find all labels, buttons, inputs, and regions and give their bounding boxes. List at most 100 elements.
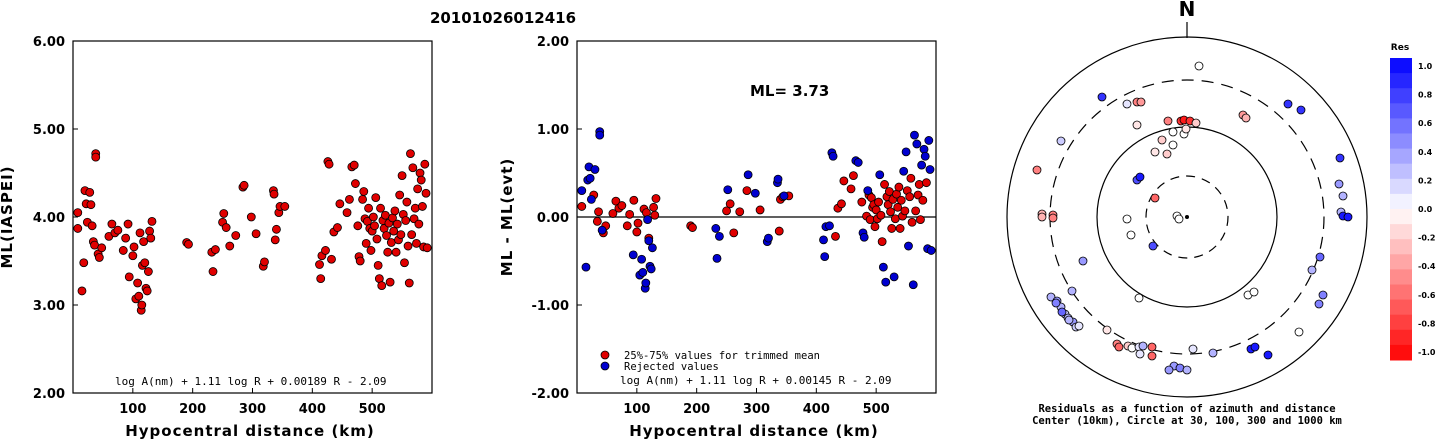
data-point <box>637 254 647 264</box>
data-point <box>94 253 104 262</box>
data-point <box>917 160 927 170</box>
data-point <box>260 257 269 267</box>
data-point <box>625 209 635 219</box>
data-point <box>342 208 352 218</box>
data-point <box>647 243 657 253</box>
colorbar-cell <box>1390 344 1412 361</box>
data-point <box>390 206 400 216</box>
data-point <box>389 226 399 236</box>
x-tick-label: 100 <box>623 402 650 417</box>
data-point <box>918 195 928 205</box>
data-point <box>924 136 934 145</box>
data-point <box>410 203 420 213</box>
data-point <box>376 203 385 213</box>
station-marker <box>1150 193 1160 203</box>
data-point <box>359 187 369 196</box>
data-point <box>825 221 834 231</box>
ring-1000km <box>1006 36 1368 398</box>
colorbar-cell <box>1390 118 1412 134</box>
colorbar-cell <box>1390 239 1412 255</box>
data-point <box>327 254 336 264</box>
station-marker <box>1318 290 1328 300</box>
station-marker <box>1078 256 1088 266</box>
station-marker <box>1057 307 1067 317</box>
data-point <box>876 210 886 220</box>
station-marker <box>1074 321 1084 331</box>
y-axis-label: ML - ML(evt) <box>498 158 516 276</box>
y-tick-label: 2.00 <box>537 35 569 50</box>
data-point <box>123 219 133 229</box>
data-point <box>893 202 903 212</box>
station-marker <box>1208 348 1218 358</box>
data-point <box>416 175 426 185</box>
y-tick-label: -1.00 <box>532 299 569 314</box>
colorbar-ticks: 1.0 0.8 0.6 0.4 0.2 0.0 -0.2 -0.4 -0.6 -0.8 -1.0 <box>1418 62 1436 357</box>
station-marker <box>1122 99 1132 109</box>
data-point <box>878 262 888 272</box>
data-point <box>396 230 406 240</box>
data-point <box>735 207 745 217</box>
colorbar-tick-label: -0.8 <box>1418 319 1436 328</box>
data-point <box>208 267 218 276</box>
data-point <box>321 246 330 255</box>
data-point <box>925 165 935 174</box>
colorbar-tick-label: 0.6 <box>1418 119 1433 128</box>
colorbar-cell <box>1390 58 1412 74</box>
data-point <box>629 195 639 205</box>
data-point <box>594 207 603 217</box>
station-marker <box>1056 136 1066 146</box>
x-tick-label: 300 <box>239 402 266 417</box>
data-point <box>912 139 922 149</box>
station-marker <box>1136 97 1146 107</box>
y-tick-label: 0.00 <box>537 211 569 226</box>
station-marker <box>1134 293 1144 303</box>
data-point <box>270 235 280 245</box>
data-point <box>779 191 789 201</box>
data-point <box>406 149 415 159</box>
colorbar-tick-label: -0.4 <box>1418 262 1436 271</box>
data-point <box>251 229 261 239</box>
data-point <box>899 166 909 176</box>
data-point <box>91 152 101 162</box>
ml-residual-panel: -2.00 -1.00 0.00 1.00 2.00 100 200 300 400 500 M… <box>498 35 937 440</box>
data-point <box>401 216 411 225</box>
data-point <box>355 256 365 266</box>
data-point <box>77 286 87 296</box>
data-point <box>857 197 867 207</box>
data-point <box>742 186 752 196</box>
data-point <box>97 243 107 253</box>
station-marker <box>1188 344 1198 354</box>
data-point <box>910 130 919 140</box>
data-point <box>315 260 324 269</box>
station-marker <box>1181 124 1191 134</box>
data-point <box>269 189 279 199</box>
data-point <box>773 174 783 184</box>
data-point <box>349 160 359 170</box>
data-point <box>280 202 290 211</box>
station-marker <box>1114 342 1124 352</box>
data-point <box>900 206 910 216</box>
y-tick-label: 3.00 <box>33 299 65 314</box>
data-point <box>651 194 661 203</box>
data-point <box>385 277 395 287</box>
x-tick-labels: 100 200 300 400 500 <box>623 388 890 417</box>
data-point <box>225 241 235 251</box>
data-point <box>219 209 229 218</box>
data-point <box>366 246 376 255</box>
data-point <box>137 300 147 310</box>
colorbar-tick-label: 1.0 <box>1418 62 1433 71</box>
station-marker <box>1334 179 1344 189</box>
data-point <box>129 242 139 252</box>
colorbar-cell <box>1390 299 1412 316</box>
colorbar-cell <box>1390 329 1412 346</box>
data-point <box>211 245 220 254</box>
data-point <box>316 274 326 284</box>
x-axis-label: Hypocentral distance (km) <box>629 422 879 440</box>
data-point <box>73 224 83 233</box>
data-point <box>577 202 587 211</box>
station-marker <box>1157 135 1167 145</box>
colorbar-cell <box>1390 314 1412 331</box>
station-marker <box>1064 315 1074 325</box>
station-marker <box>1135 172 1145 182</box>
data-point <box>118 246 128 255</box>
